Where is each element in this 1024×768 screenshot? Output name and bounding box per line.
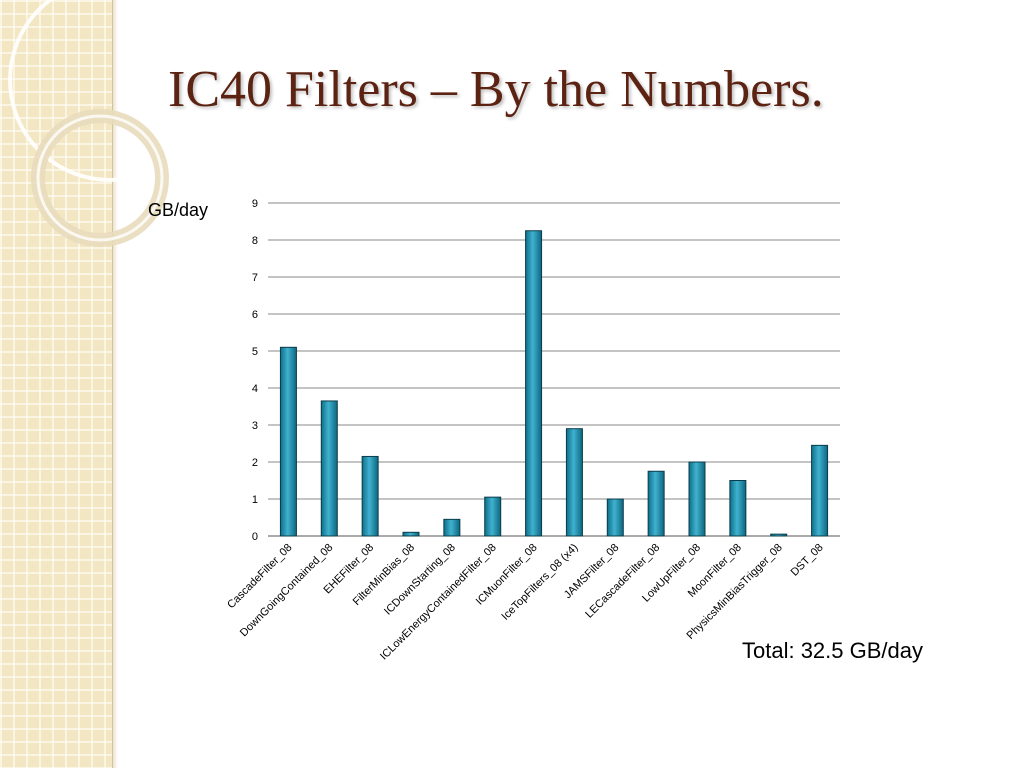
bar-5 — [484, 496, 502, 537]
y-tick-label: 0 — [252, 531, 258, 543]
y-tick-label: 4 — [252, 383, 258, 395]
x-tick-label: LECascadeFilter_08 — [583, 542, 662, 621]
y-tick-label: 5 — [252, 346, 258, 358]
bars — [279, 230, 829, 537]
bar-11 — [729, 480, 747, 537]
y-tick-label: 8 — [252, 235, 258, 247]
bar-2 — [361, 455, 379, 537]
y-tick-label: 2 — [252, 457, 258, 469]
bar-1 — [320, 400, 338, 537]
bar-13 — [811, 444, 829, 537]
bar-4 — [443, 518, 461, 537]
y-axis-label: GB/day — [148, 200, 208, 220]
y-tick-label: 6 — [252, 309, 258, 321]
side-panel-shadow — [112, 0, 118, 768]
total-annotation: Total: 32.5 GB/day — [742, 638, 923, 663]
y-tick-label: 1 — [252, 494, 258, 506]
x-tick-label: DST_08 — [789, 542, 826, 579]
bar-3 — [402, 531, 420, 537]
gridlines — [268, 202, 840, 537]
bar-9 — [647, 470, 665, 537]
x-tick-label: ICDownStarting_08 — [382, 542, 458, 618]
decorative-ring-large — [8, 0, 212, 182]
x-axis-tick-labels: CascadeFilter_08DownGoingContained_08EHE… — [225, 542, 826, 663]
y-tick-label: 3 — [252, 420, 258, 432]
bar-12 — [770, 533, 788, 537]
bar-8 — [606, 498, 624, 537]
bar-0 — [279, 346, 297, 537]
decorative-ring-small-inner — [36, 114, 164, 242]
x-tick-label: IceTopFilters_08 (x4) — [499, 542, 580, 623]
slide-title: IC40 Filters – By the Numbers. — [168, 61, 824, 118]
y-axis-tick-labels: 0 1 2 3 4 5 6 7 8 9 — [252, 198, 258, 543]
decorative-rings — [8, 0, 212, 247]
y-tick-label: 7 — [252, 272, 258, 284]
bar-6 — [525, 230, 543, 537]
y-tick-label: 9 — [252, 198, 258, 210]
bar-10 — [688, 461, 706, 537]
bar-7 — [565, 428, 583, 537]
